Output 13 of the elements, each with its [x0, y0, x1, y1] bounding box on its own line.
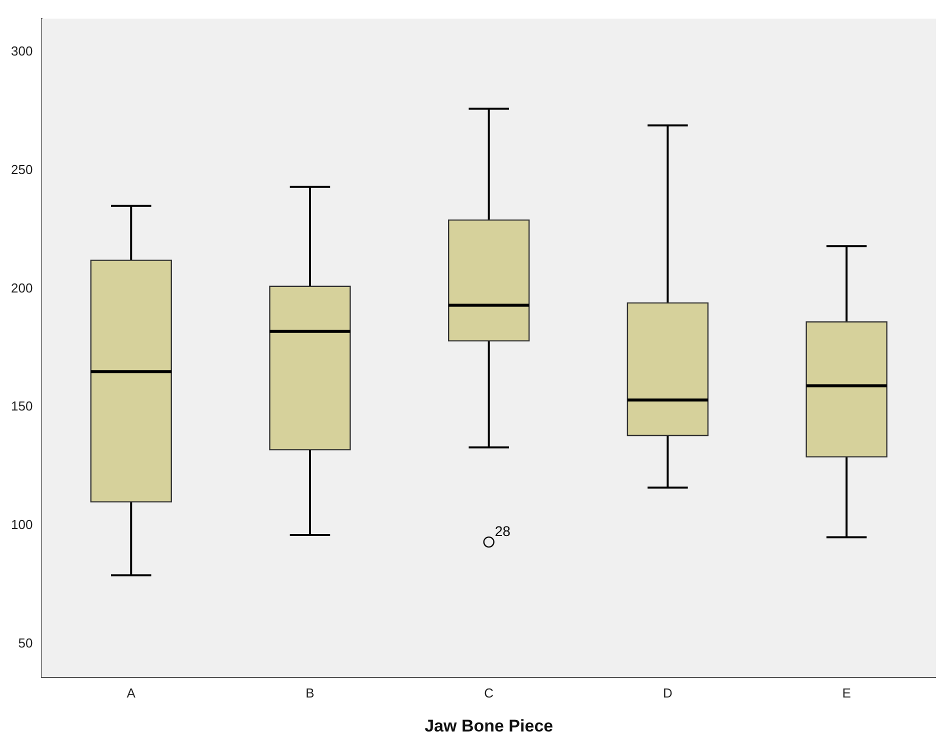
x-tick-label: D	[663, 685, 672, 700]
y-tick-label: 200	[10, 280, 33, 296]
y-tick-label: 50	[18, 635, 33, 650]
x-tick-label: C	[484, 685, 494, 700]
x-tick-label: A	[126, 685, 136, 700]
y-tick-label: 150	[10, 398, 33, 414]
y-tick-label: 250	[10, 162, 33, 177]
x-tick-label: E	[842, 685, 852, 700]
y-tick-label: 100	[10, 517, 33, 532]
y-tick-label: 300	[10, 44, 33, 59]
annotation: 28	[494, 522, 511, 539]
x-axis-title: Jaw Bone Piece	[424, 716, 554, 736]
x-tick-label: B	[306, 685, 314, 700]
